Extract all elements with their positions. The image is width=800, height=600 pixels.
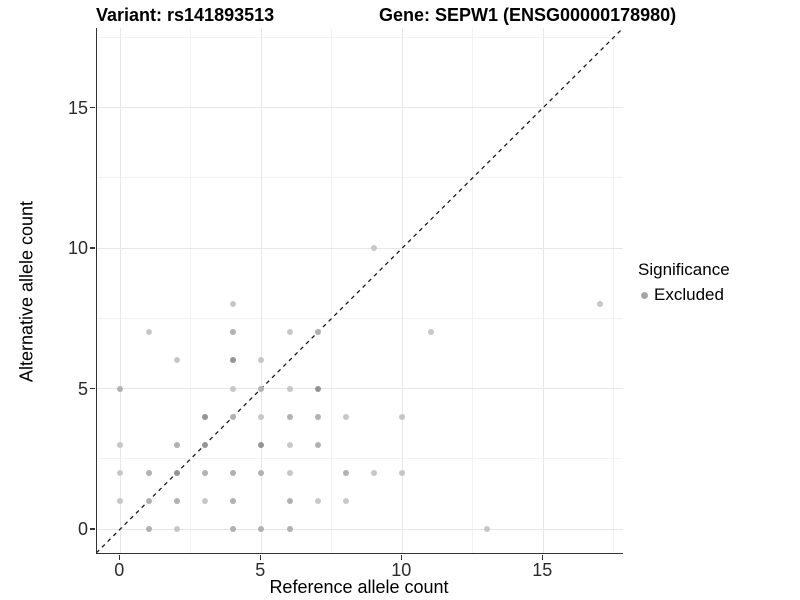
data-point [314, 441, 321, 448]
y-tick-mark [90, 106, 95, 109]
data-point [399, 469, 406, 476]
gridline [472, 28, 474, 553]
data-point [314, 329, 321, 336]
data-point [145, 497, 152, 504]
data-point [483, 526, 490, 532]
gridline [542, 28, 544, 553]
x-tick-mark [400, 555, 403, 560]
gridline [97, 247, 623, 249]
data-point [286, 469, 293, 476]
data-point [230, 357, 237, 364]
data-point [201, 441, 208, 448]
data-point [230, 526, 237, 532]
x-tick-label: 5 [255, 560, 266, 580]
y-tick-label: 5 [77, 378, 88, 399]
gridline [190, 28, 192, 553]
data-point [117, 441, 124, 448]
gridline [97, 528, 623, 530]
legend-title: Significance [638, 260, 730, 279]
data-point [371, 245, 378, 251]
data-point [286, 385, 293, 392]
data-point [117, 385, 124, 392]
data-point [342, 469, 349, 476]
data-point [201, 413, 208, 420]
plot-title-variant: Variant: rs141893513 [96, 5, 275, 25]
data-point [230, 385, 237, 392]
gridline [331, 28, 333, 553]
data-point [117, 469, 124, 476]
y-axis-label: Alternative allele count [16, 200, 37, 383]
data-point [201, 497, 208, 504]
data-point [230, 301, 237, 308]
plot-title-gene: Gene: SEPW1 (ENSG00000178980) [379, 5, 677, 25]
data-point [314, 497, 321, 504]
y-tick-label: 0 [77, 519, 88, 539]
data-point [230, 329, 237, 336]
data-point [286, 497, 293, 504]
gridline [401, 28, 403, 553]
y-tick-mark [90, 247, 95, 249]
data-point [342, 413, 349, 420]
data-point [145, 329, 152, 336]
data-point [427, 329, 434, 336]
data-point [314, 385, 321, 392]
data-point [145, 469, 152, 476]
gridline [97, 317, 623, 319]
data-point [371, 469, 378, 476]
data-point [286, 413, 293, 420]
data-point [258, 469, 265, 476]
data-point [286, 526, 293, 532]
x-tick-label: 15 [532, 560, 553, 580]
x-tick-mark [118, 555, 121, 560]
data-point [173, 497, 180, 504]
data-point [230, 497, 237, 504]
gridline [97, 177, 623, 179]
data-point [258, 385, 265, 392]
x-tick-label: 0 [114, 560, 125, 580]
data-point [173, 469, 180, 476]
x-axis-label: Reference allele count [269, 577, 449, 597]
gridline [97, 36, 623, 38]
gridline [97, 388, 623, 389]
x-tick-label: 10 [391, 560, 412, 580]
data-point [258, 526, 265, 532]
x-tick-mark [541, 555, 544, 560]
data-point [230, 469, 237, 476]
data-point [173, 441, 180, 448]
data-point [596, 301, 603, 308]
y-tick-label: 10 [67, 238, 88, 258]
data-point [145, 526, 152, 532]
gridline [260, 28, 262, 553]
data-point [258, 413, 265, 420]
data-point [230, 413, 237, 420]
legend: Significance Excluded [638, 260, 796, 305]
data-point [117, 497, 124, 504]
data-point [173, 357, 180, 364]
data-point [258, 357, 265, 364]
legend-item-excluded: Excluded [638, 285, 796, 305]
plot-panel [96, 28, 623, 554]
data-point [399, 413, 406, 420]
x-tick-mark [259, 555, 262, 560]
gridline [97, 458, 623, 460]
gridline [613, 28, 615, 553]
data-point [286, 441, 293, 448]
gridline [119, 28, 121, 553]
gridline [97, 107, 623, 108]
y-tick-mark [90, 387, 95, 390]
data-point [286, 329, 293, 336]
data-point [258, 441, 265, 448]
data-point [342, 497, 349, 504]
data-point [314, 413, 321, 420]
data-point [173, 526, 180, 532]
y-tick-label: 15 [67, 97, 88, 118]
data-point [201, 469, 208, 476]
y-tick-mark [90, 528, 95, 530]
excluded-point-icon [641, 291, 648, 299]
legend-item-label: Excluded [654, 285, 724, 304]
